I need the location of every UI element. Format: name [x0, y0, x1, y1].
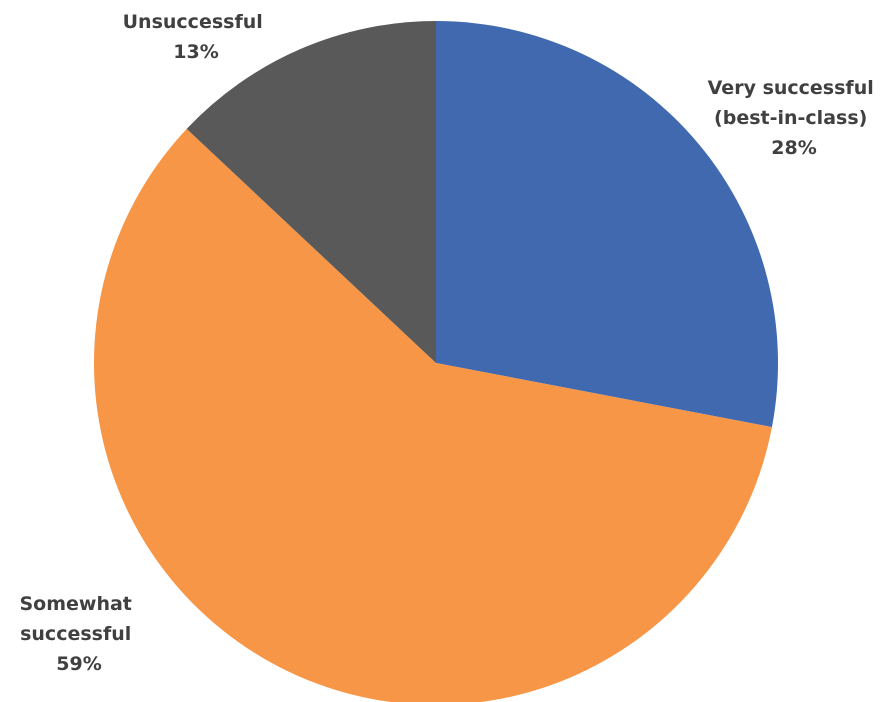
- slice-label-somewhat-successful-line1: Somewhat: [19, 593, 131, 615]
- slice-label-somewhat-successful-line2: successful: [20, 623, 131, 645]
- pie-slice-unsuccessful: [186, 20, 436, 363]
- pie-slice-very-successful: [436, 21, 778, 428]
- pie-labels: Very successful (best-in-class) 28% Some…: [19, 11, 881, 675]
- slice-pct-very-successful: 28%: [771, 137, 816, 159]
- slice-label-very-successful-line2: (best-in-class): [714, 107, 867, 129]
- slice-label-unsuccessful-line1: Unsuccessful: [123, 11, 263, 33]
- slice-label-unsuccessful: Unsuccessful 13%: [123, 11, 270, 63]
- slice-pct-somewhat-successful: 59%: [56, 653, 101, 675]
- slice-label-somewhat-successful: Somewhat successful 59%: [19, 593, 138, 675]
- slice-label-very-successful: Very successful (best-in-class) 28%: [708, 77, 881, 159]
- pie-slice-somewhat-successful: [94, 128, 772, 702]
- slice-label-very-successful-line1: Very successful: [708, 77, 874, 99]
- pie-slices: [94, 20, 778, 702]
- slice-pct-unsuccessful: 13%: [173, 41, 218, 63]
